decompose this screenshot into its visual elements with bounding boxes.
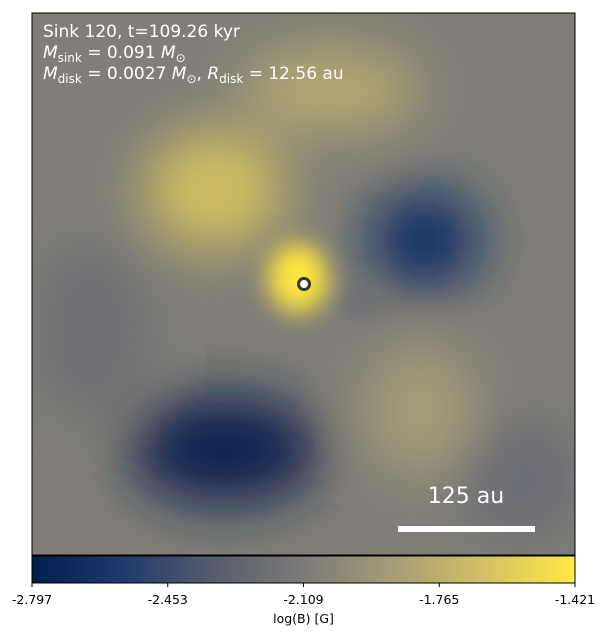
annotation-part: Sink 120, t=109.26 kyr xyxy=(43,22,240,42)
annotation-part: M xyxy=(172,64,187,84)
sink-marker xyxy=(297,277,311,291)
annotation-part: disk xyxy=(58,72,82,86)
field-image xyxy=(32,13,575,555)
colorbar-label: log(B) [G] xyxy=(273,611,334,626)
annotation-part: disk xyxy=(219,72,243,86)
annotation-part: = 0.0027 xyxy=(82,64,172,84)
annotation-part: sink xyxy=(58,51,82,65)
annotation: Msink = 0.091 M⊙ xyxy=(43,43,186,65)
tick-label: -2.109 xyxy=(283,592,323,607)
tick-label: -1.765 xyxy=(419,592,459,607)
annotation-part: ⊙ xyxy=(186,72,196,86)
annotation: Mdisk = 0.0027 M⊙, Rdisk = 12.56 au xyxy=(43,64,344,86)
tick-label: -2.453 xyxy=(148,592,188,607)
tick-label: -2.797 xyxy=(12,592,52,607)
annotation-part: = 0.091 xyxy=(82,43,161,63)
scale-bar-label: 125 au xyxy=(428,484,504,509)
annotation-part: , xyxy=(197,64,208,84)
annotation-part: M xyxy=(161,43,176,63)
scale-bar xyxy=(398,526,535,532)
tick-label: -1.421 xyxy=(555,592,595,607)
annotation-part: M xyxy=(43,64,58,84)
colorbar xyxy=(31,555,576,584)
colorbar-ticks: -2.797 -2.453 -2.109 -1.765 -1.421 xyxy=(12,583,595,607)
annotation-part: R xyxy=(207,64,219,84)
annotation-part: = 12.56 au xyxy=(243,64,343,84)
annotation-part: M xyxy=(43,43,58,63)
frame xyxy=(31,12,576,556)
annotation: Sink 120, t=109.26 kyr xyxy=(43,22,240,42)
annotation-part: ⊙ xyxy=(176,51,186,65)
